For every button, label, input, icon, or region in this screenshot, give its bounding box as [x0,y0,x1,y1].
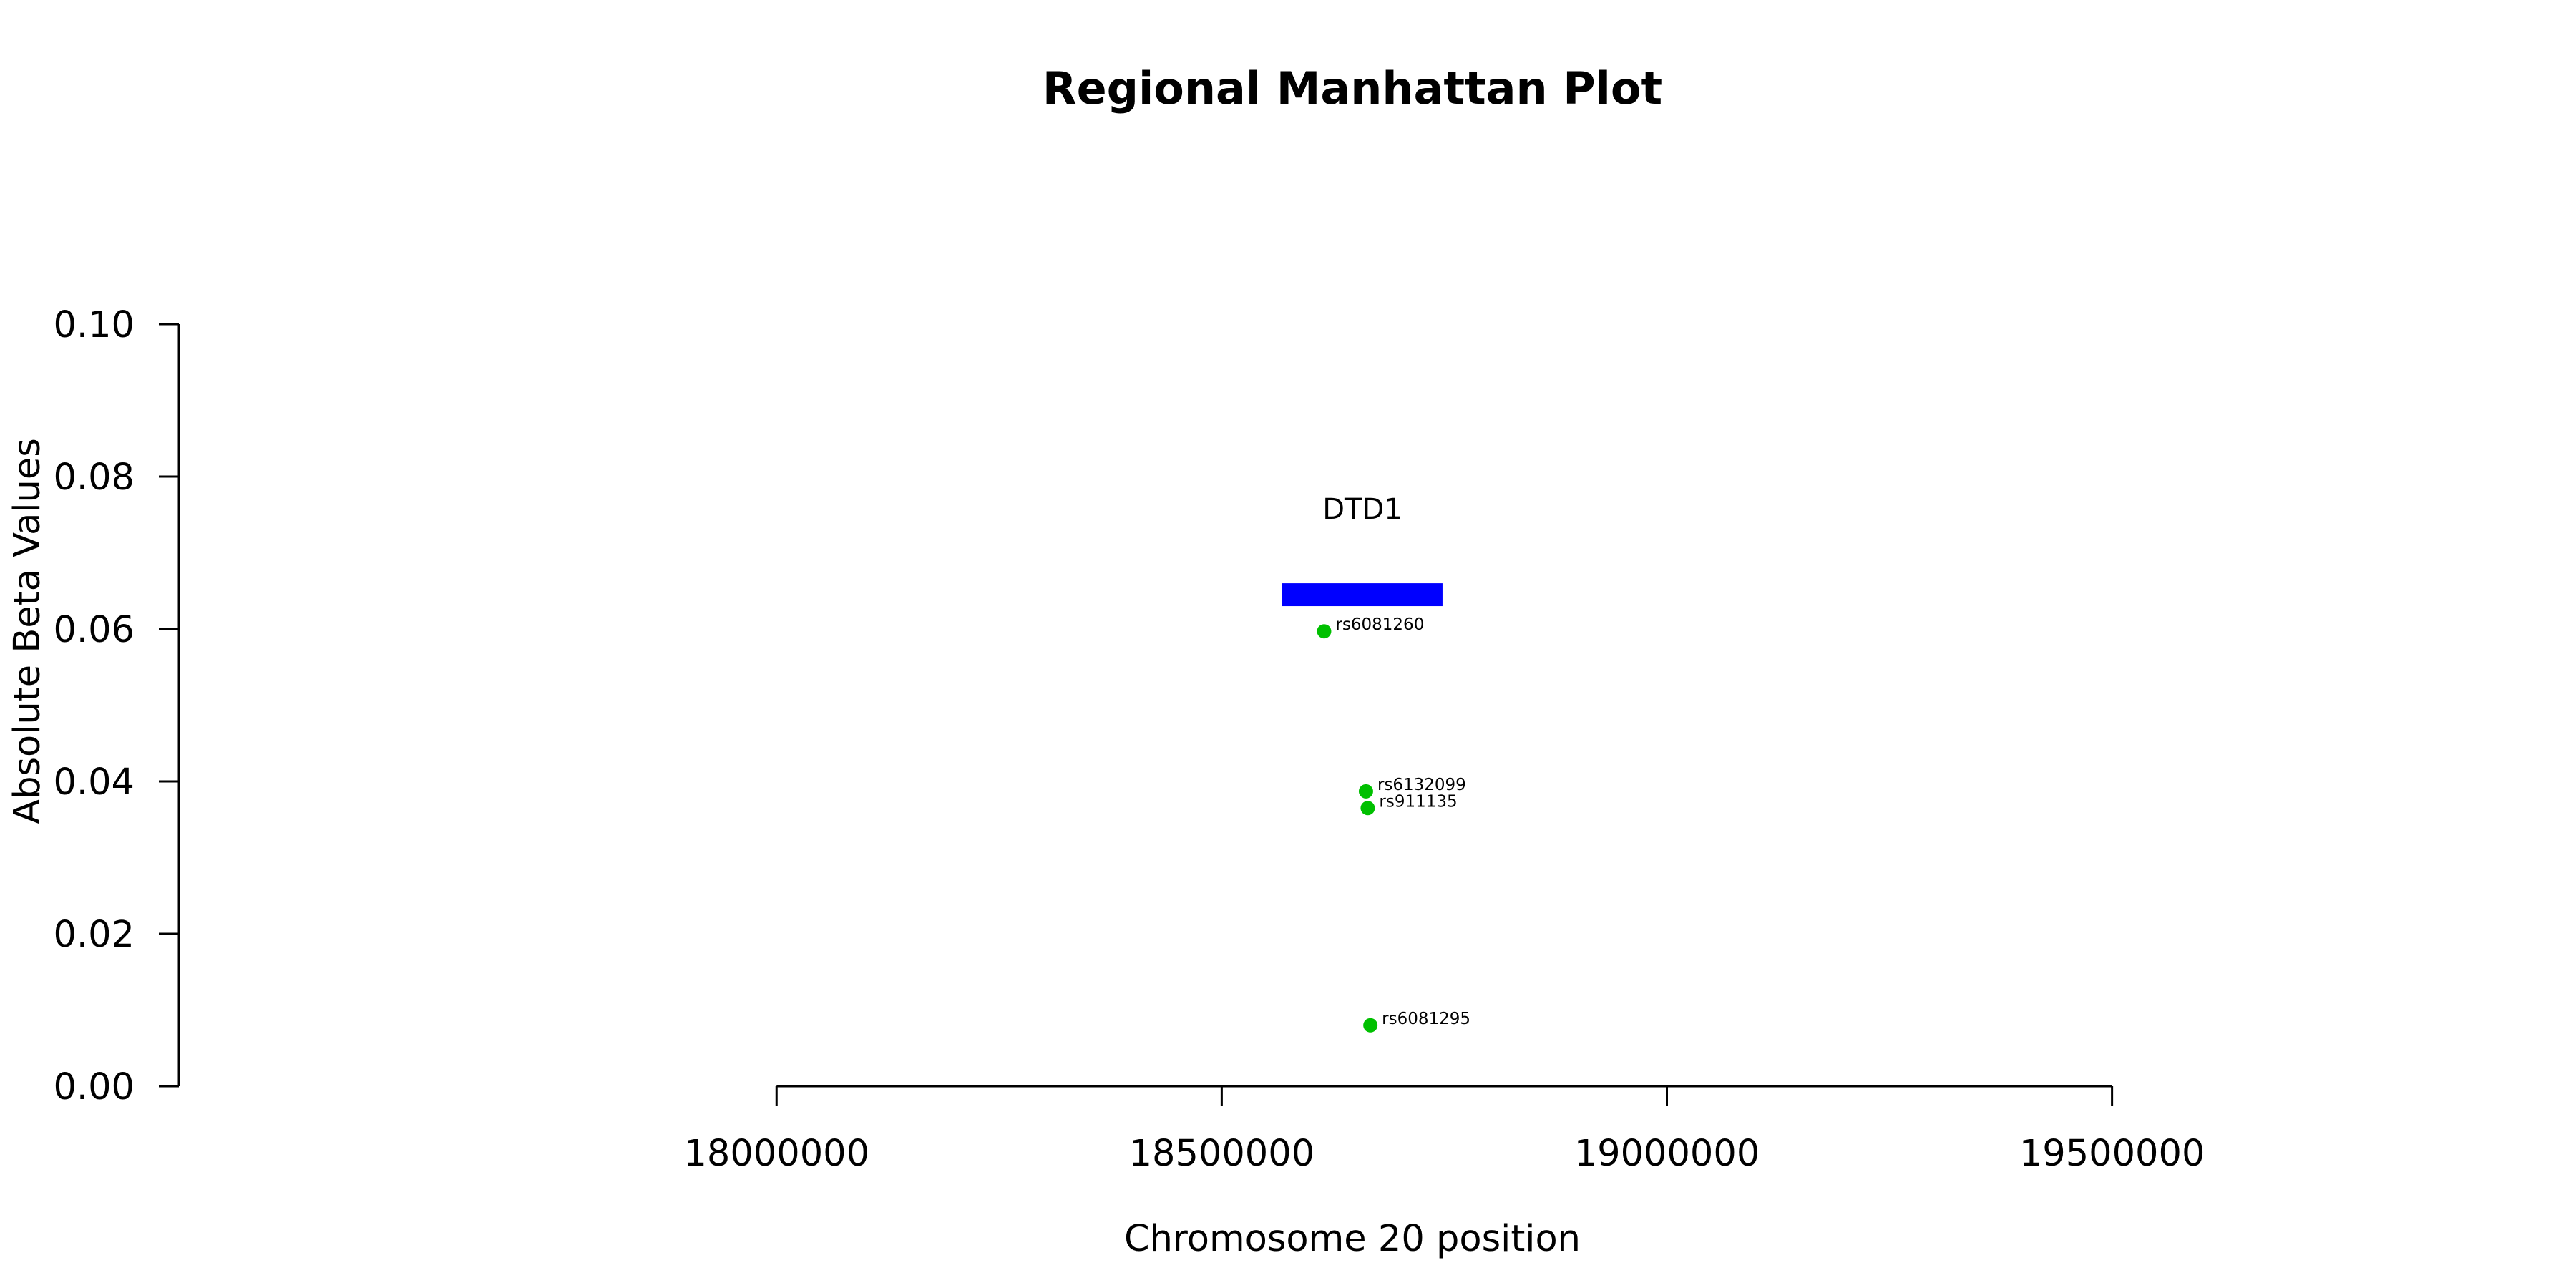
x-tick-label: 18000000 [683,1133,869,1175]
gene-track: DTD1 [1282,493,1443,607]
snp-point [1358,784,1373,799]
snp-label: rs6081295 [1382,1010,1470,1028]
x-axis-label: Chromosome 20 position [1124,1218,1581,1260]
gene-label: DTD1 [1322,493,1402,526]
snp-point [1363,1018,1378,1033]
y-tick-label: 0.06 [53,609,135,651]
y-axis-label: Absolute Beta Values [6,438,49,824]
snp-point [1360,801,1375,816]
x-tick-label: 18500000 [1129,1133,1315,1175]
y-tick-label: 0.10 [53,304,135,346]
snp-label: rs6132099 [1377,776,1466,794]
x-tick-label: 19000000 [1574,1133,1760,1175]
y-tick-label: 0.08 [53,457,135,499]
snp-label: rs911135 [1379,792,1457,811]
y-tick-label: 0.00 [53,1066,135,1108]
x-axis: 18000000 18500000 19000000 19500000 [683,1085,2205,1175]
y-tick-label: 0.04 [53,761,135,804]
x-tick-label: 19500000 [2019,1133,2205,1175]
gene-bar [1282,583,1443,607]
y-axis: 0.00 0.02 0.04 0.06 0.08 0.10 [53,304,180,1108]
y-tick-label: 0.02 [53,914,135,956]
snp-label: rs6081260 [1335,615,1424,634]
snp-point [1317,624,1332,639]
chart-title: Regional Manhattan Plot [1043,62,1662,114]
